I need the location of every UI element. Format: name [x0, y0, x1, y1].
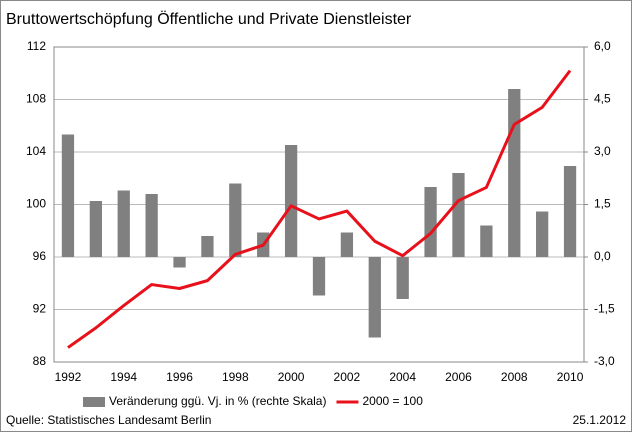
x-tick-label: 2002	[334, 370, 361, 384]
bar	[117, 190, 130, 257]
y2-tick-label: 4,5	[594, 92, 611, 106]
x-tick-label: 2010	[557, 370, 584, 384]
legend-label: 2000 = 100	[362, 394, 423, 408]
x-tick-label: 1998	[222, 370, 249, 384]
source: Quelle: Statistisches Landesamt Berlin	[6, 413, 211, 427]
bar	[396, 257, 409, 299]
bar	[312, 257, 326, 296]
y2-tick-label: 0,0	[594, 249, 611, 263]
y2-tick-label: 6,0	[594, 39, 611, 53]
bar	[201, 236, 214, 257]
x-tick-label: 1992	[55, 370, 82, 384]
legend-swatch	[83, 397, 105, 407]
y2-tick-label: 1,5	[594, 197, 611, 211]
bar	[145, 194, 158, 257]
y2-tick-label: -3,0	[594, 354, 615, 368]
bar	[368, 257, 381, 338]
bar	[89, 201, 102, 257]
chart-title: Bruttowertschöpfung Öffentliche und Priv…	[6, 10, 412, 28]
line	[67, 69, 572, 349]
bar	[340, 232, 354, 257]
bar	[61, 134, 75, 257]
y-tick-label: 88	[33, 354, 47, 368]
y2-tick-label: -1,5	[594, 302, 615, 316]
x-tick-label: 1994	[110, 370, 137, 384]
y-tick-label: 96	[33, 249, 47, 263]
x-tick-label: 1996	[166, 370, 193, 384]
x-tick-label: 2000	[278, 370, 305, 384]
x-tick-label: 2008	[501, 370, 528, 384]
plot-frame	[53, 46, 585, 363]
y-tick-label: 108	[26, 92, 46, 106]
bar	[424, 187, 437, 257]
bar	[508, 89, 521, 257]
y-tick-label: 104	[26, 144, 46, 158]
bar	[480, 225, 493, 257]
bar	[452, 173, 465, 257]
y-tick-label: 92	[33, 302, 47, 316]
bar	[284, 145, 298, 257]
legend-label: Veränderung ggü. Vj. in % (rechte Skala)	[109, 394, 326, 408]
bar	[173, 257, 186, 268]
y2-tick-label: 3,0	[594, 144, 611, 158]
bar	[563, 166, 577, 257]
bar	[536, 211, 549, 257]
y-tick-label: 112	[27, 39, 46, 53]
x-tick-label: 2004	[389, 370, 416, 384]
bar	[229, 183, 242, 257]
y-tick-label: 100	[26, 197, 46, 211]
x-tick-label: 2006	[445, 370, 472, 384]
date: 25.1.2012	[573, 413, 627, 427]
